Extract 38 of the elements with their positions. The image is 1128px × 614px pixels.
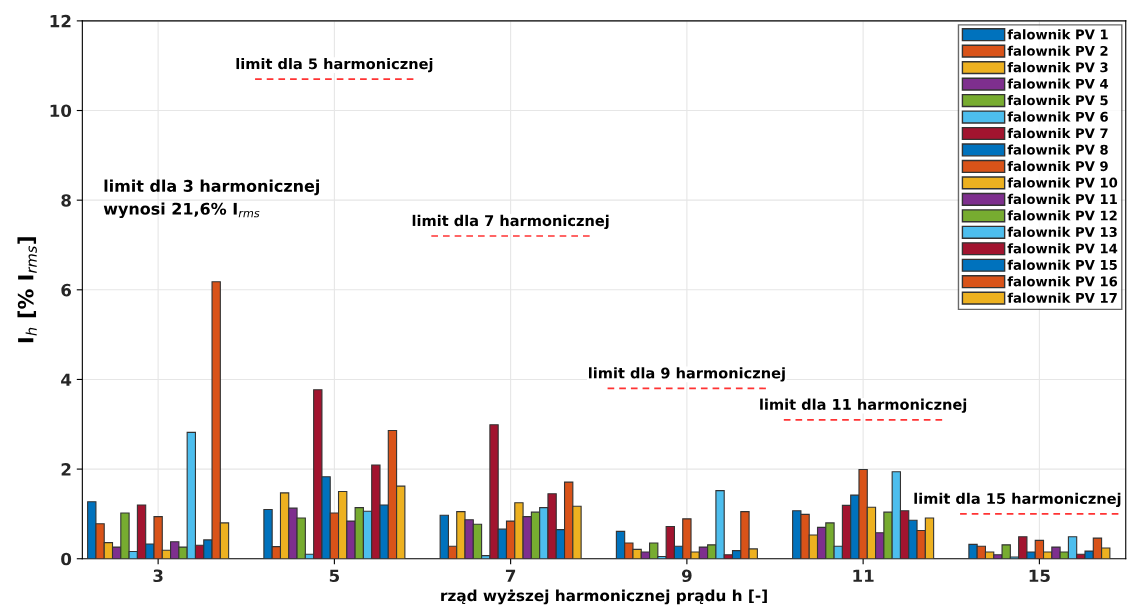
legend-label: falownik PV 3 — [1007, 62, 1108, 73]
legend-label: falownik PV 9 — [1007, 160, 1108, 172]
legend-label: falownik PV 7 — [1007, 127, 1108, 139]
x-tick-label: 11 — [853, 569, 874, 582]
legend-label: falownik PV 6 — [1007, 111, 1108, 122]
legend-label: falownik PV 15 — [1007, 259, 1117, 270]
legend-label: falownik PV 14 — [1007, 243, 1118, 254]
x-tick-label: 15 — [1029, 569, 1050, 583]
legend-label: falownik PV 17 — [1007, 292, 1117, 303]
legend-label: falownik PV 5 — [1007, 95, 1108, 106]
y-tick-label: 12 — [50, 14, 71, 28]
legend-label: falownik PV 1 — [1007, 29, 1108, 40]
annotation: limit dla 3 harmonicznej wynosi 21,6% I$_{rms}$ — [103, 179, 319, 218]
y-axis-title: I$_{h}$ [% I$_{rms}$] — [17, 237, 37, 343]
ref-line-label: limit dla 9 harmonicznej — [588, 367, 785, 382]
y-tick-label: 6 — [61, 283, 72, 297]
y-tick-label: 10 — [50, 104, 72, 118]
legend-label: falownik PV 2 — [1007, 45, 1108, 56]
legend-label: falownik PV 4 — [1007, 78, 1109, 89]
y-tick-label: 0 — [61, 552, 72, 566]
x-tick-label: 5 — [329, 569, 340, 583]
x-tick-label: 3 — [153, 569, 163, 583]
x-tick-label: 9 — [681, 569, 692, 583]
x-axis-title: rząd wyższej harmonicznej prądu h [-] — [441, 589, 767, 605]
y-tick-label: 2 — [61, 463, 71, 476]
ref-line-label: limit dla 7 harmonicznej — [412, 214, 609, 230]
legend-label: falownik PV 11 — [1007, 193, 1117, 205]
x-tick-label: 7 — [505, 569, 516, 582]
legend-label: falownik PV 16 — [1007, 276, 1118, 287]
legend-label: falownik PV 12 — [1007, 210, 1117, 221]
legend-label: falownik PV 10 — [1007, 177, 1118, 188]
y-tick-label: 4 — [61, 373, 72, 386]
ref-line-label: limit dla 15 harmonicznej — [914, 492, 1121, 507]
legend-label: falownik PV 8 — [1007, 144, 1108, 155]
y-tick-label: 8 — [61, 194, 71, 207]
ref-line-label: limit dla 5 harmonicznej — [236, 57, 433, 73]
ref-line-label: limit dla 11 harmonicznej — [760, 398, 967, 413]
legend-label: falownik PV 13 — [1007, 226, 1117, 237]
